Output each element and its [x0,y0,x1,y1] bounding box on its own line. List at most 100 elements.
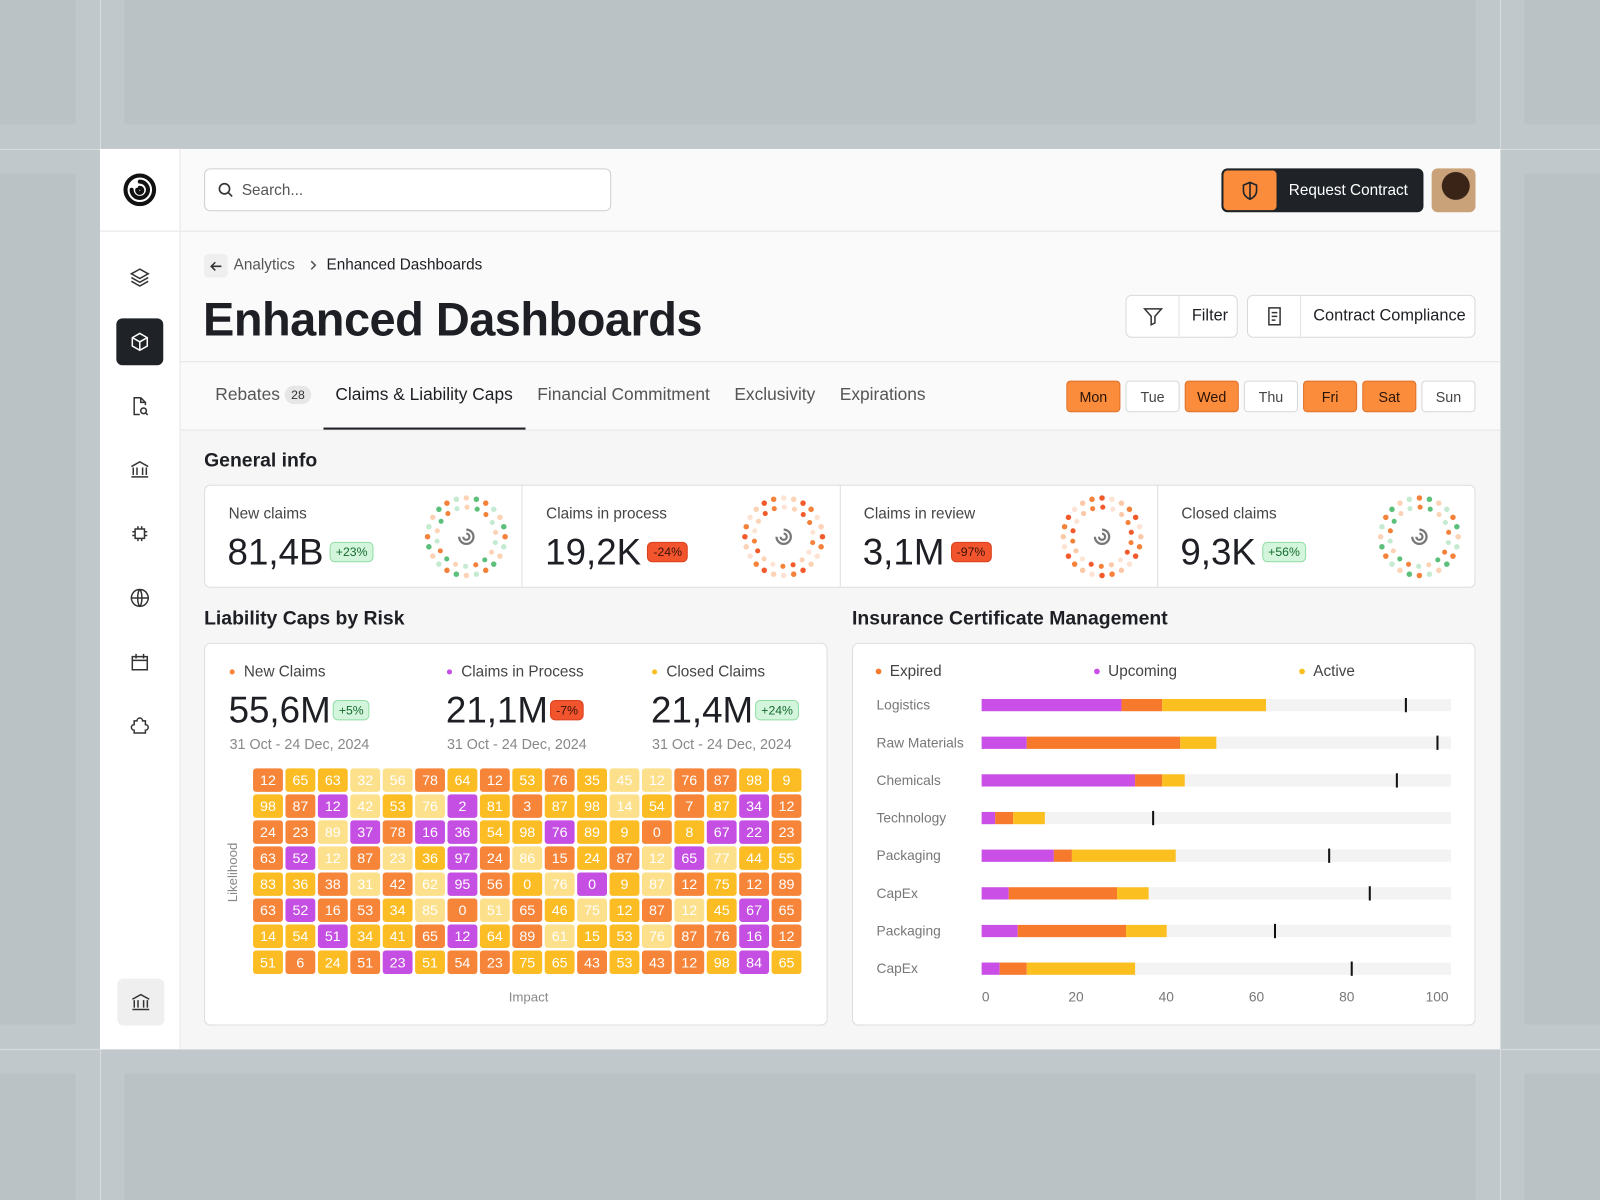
day-button[interactable]: Thu [1243,380,1298,413]
cell-label: 76 [649,929,665,945]
change-badge: +56% [1262,541,1306,563]
heatmap-cell [350,820,381,844]
icon-shape [130,588,149,608]
cell-label: 15 [552,851,568,867]
stat-label: Claims in review [863,505,976,523]
cell-label: 78 [422,773,438,789]
filter-button[interactable]: Filter [1125,294,1238,338]
heatmap-cell [415,924,445,948]
heatmap-cell [382,794,413,818]
cell-label: 76 [552,773,568,789]
heatmap-cell [512,872,543,896]
heatmap-cell [447,794,478,818]
heatmap-cell [544,872,575,896]
heatmap-cell [739,794,770,818]
request-contract-button[interactable]: Request Contract [1221,168,1424,213]
ring-dot [453,496,460,503]
tab[interactable]: Claims & Liability Caps [323,362,526,430]
ring-decoration [1377,495,1461,579]
ring-dot [819,533,826,540]
nav-item[interactable] [116,574,163,621]
ring-dot [800,512,807,518]
cell-label: 24 [260,825,276,841]
day-button[interactable]: Wed [1184,380,1239,413]
ring-dot [426,523,432,530]
guide-line [0,1048,1600,1050]
nav-item[interactable] [116,510,163,557]
heatmap-cell [544,768,575,792]
heatmap-cell [253,820,283,844]
day-button[interactable]: Mon [1066,380,1121,413]
ring-dot [474,506,480,512]
heatmap-cell [415,820,445,844]
day-button[interactable]: Sat [1362,380,1417,413]
nav-item[interactable] [116,254,163,301]
heatmap-cell [771,820,802,844]
cell-label: 76 [552,877,568,893]
heatmap-cell [479,950,510,974]
heatmap-cell [512,898,543,922]
cell-label: 67 [746,903,762,919]
heatmap-cell [415,872,445,896]
tab[interactable]: Expirations [828,362,938,429]
legend-label: Expired [890,663,942,680]
bar-segment [981,736,1027,749]
ring-dot [1065,514,1071,521]
nav-item[interactable] [116,702,163,749]
ring-dot [1378,544,1385,550]
ring-dot [1118,512,1124,518]
logo[interactable] [121,171,158,208]
day-button[interactable]: Sun [1421,380,1476,413]
heatmap-cell [382,846,413,870]
ring-dot [762,511,769,517]
cell-label: 15 [584,929,600,945]
tab[interactable]: Financial Commitment [525,362,722,429]
ring-dot [429,514,436,521]
button-label: Request Contract [1288,181,1408,199]
ring-dot [493,529,499,535]
nav-item[interactable] [116,318,164,366]
backdrop-panel [0,173,76,1025]
cell-label: 43 [649,955,665,971]
heatmap-cell [253,768,283,792]
compliance-button[interactable]: Contract Compliance [1246,294,1476,338]
ring-dot [1435,557,1441,563]
nav-item[interactable] [116,383,163,430]
target-marker [1273,923,1277,939]
cell-label: 89 [325,825,341,841]
day-button[interactable]: Fri [1303,380,1358,413]
nav-item[interactable] [116,639,163,686]
section-title: Insurance Certificate Management [852,608,1168,630]
ring-dot [489,549,495,555]
ring-dot [463,563,469,569]
breadcrumb-parent[interactable]: Analytics [233,256,295,274]
button-icon [1127,295,1180,337]
ring-dot [1098,563,1104,569]
nav-item[interactable] [116,446,163,493]
cell-label: 65 [779,955,795,971]
heatmap-cell [479,872,510,896]
heatmap-cell [479,768,510,792]
heatmap-cell [415,950,445,974]
cell-label: 12 [260,773,276,789]
cell-label: 12 [617,903,633,919]
heatmap-cell [350,768,381,792]
nav-item[interactable] [117,978,165,1026]
avatar[interactable] [1431,168,1476,213]
search-box[interactable]: Search... [204,168,612,212]
cell-label: 98 [746,773,762,789]
tab[interactable]: Rebates 28 [203,362,323,429]
ring-decoration [424,495,508,579]
back-button[interactable] [204,254,228,278]
sidebar [99,148,181,1049]
ring-dot [770,561,776,567]
day-button[interactable]: Tue [1125,380,1180,413]
ring-dot [1378,523,1385,530]
heatmap-cell [706,820,737,844]
heatmap-cell [415,768,445,792]
tab[interactable]: Exclusivity [722,362,827,429]
cell-label: 53 [519,773,535,789]
icon-shape [130,717,149,734]
heatmap-cell [739,924,770,948]
cell-label: 75 [584,903,600,919]
